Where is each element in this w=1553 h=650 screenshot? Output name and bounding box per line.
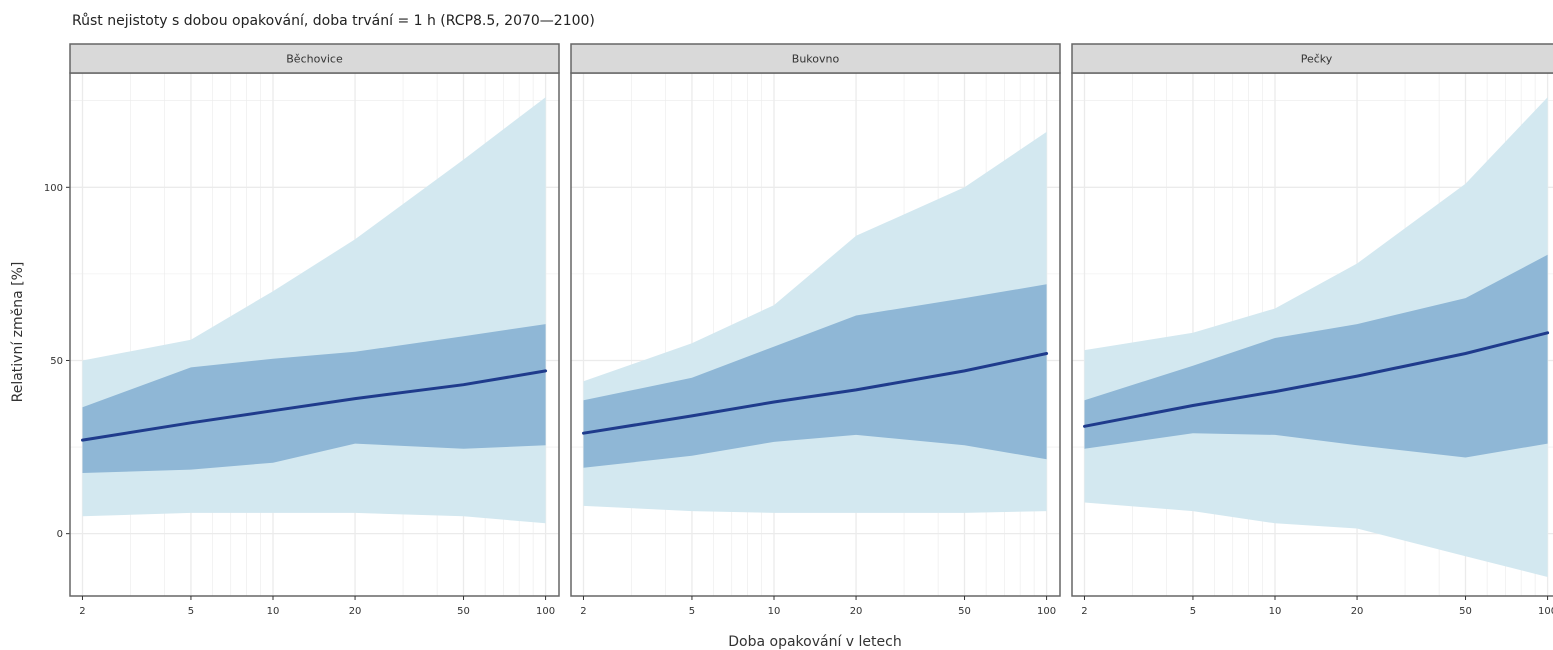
y-axis-title: Relativní změna [%] bbox=[10, 262, 26, 403]
facet-panel: Pečky 2 5 10 20 50 100 bbox=[1071, 43, 1553, 617]
x-tick-label: 2 bbox=[79, 606, 85, 617]
inner-uncertainty-band bbox=[583, 284, 1047, 468]
x-tick-label: 50 bbox=[958, 606, 971, 617]
x-tick-label: 20 bbox=[349, 606, 362, 617]
y-axis-ticks: 0 50 100 bbox=[44, 183, 70, 540]
x-tick-label: 10 bbox=[267, 606, 280, 617]
y-tick-label: 50 bbox=[50, 356, 63, 367]
x-tick-label: 100 bbox=[1538, 606, 1553, 617]
x-tick-label: 10 bbox=[768, 606, 781, 617]
facet-strip-label: Pečky bbox=[1301, 53, 1333, 66]
x-tick-label: 20 bbox=[1351, 606, 1364, 617]
x-tick-label: 50 bbox=[1459, 606, 1472, 617]
x-tick-label: 5 bbox=[689, 606, 695, 617]
median-line bbox=[582, 352, 1049, 435]
x-tick-label: 2 bbox=[1081, 606, 1087, 617]
facet-strip-label: Bukovno bbox=[792, 53, 840, 66]
facet-strip-label: Běchovice bbox=[286, 53, 343, 66]
facet-panel: Běchovice 2 5 10 20 50 100 bbox=[69, 43, 560, 617]
x-tick-label: 50 bbox=[457, 606, 470, 617]
facet-strip bbox=[1071, 43, 1553, 74]
x-tick-label: 5 bbox=[1190, 606, 1196, 617]
median-line bbox=[1083, 331, 1550, 428]
x-tick-label: 5 bbox=[188, 606, 194, 617]
y-tick-label: 0 bbox=[57, 529, 63, 540]
facet-strip bbox=[570, 43, 1061, 74]
inner-uncertainty-band bbox=[1084, 254, 1548, 458]
x-tick-label: 10 bbox=[1269, 606, 1282, 617]
chart-title: Růst nejistoty s dobou opakování, doba t… bbox=[72, 13, 595, 29]
y-tick-label: 100 bbox=[44, 183, 63, 194]
x-axis-title: Doba opakování v letech bbox=[728, 634, 901, 650]
facet-strip bbox=[69, 43, 560, 74]
facet-panel: Bukovno 2 5 10 20 50 100 bbox=[570, 43, 1061, 617]
x-tick-label: 20 bbox=[850, 606, 863, 617]
inner-uncertainty-band bbox=[82, 324, 546, 473]
median-line bbox=[81, 369, 548, 442]
x-tick-label: 100 bbox=[1037, 606, 1056, 617]
x-tick-label: 100 bbox=[536, 606, 555, 617]
x-tick-label: 2 bbox=[580, 606, 586, 617]
